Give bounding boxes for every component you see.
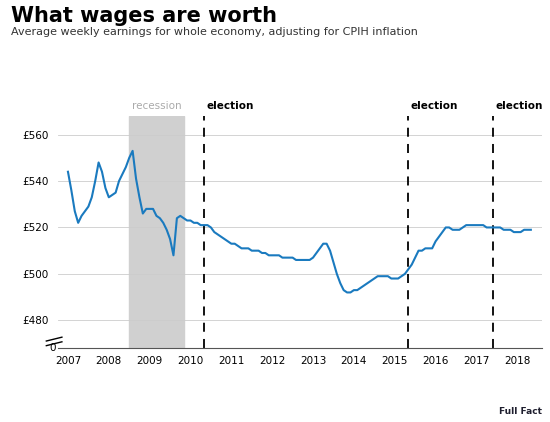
- Text: election: election: [496, 101, 543, 111]
- Text: What wages are worth: What wages are worth: [11, 6, 277, 26]
- Text: election: election: [207, 101, 254, 111]
- Polygon shape: [470, 352, 550, 422]
- Bar: [129, 116, 184, 348]
- Text: Average weekly earnings for whole economy, adjusting for CPIH inflation: Average weekly earnings for whole econom…: [11, 27, 418, 38]
- Text: Full Fact: Full Fact: [499, 407, 542, 417]
- Text: recession: recession: [132, 101, 182, 111]
- Text: election: election: [411, 101, 458, 111]
- Text: ONS average weekly earnings dataset EARN01 and Consumer Price
Inflation time ser: ONS average weekly earnings dataset EARN…: [56, 366, 412, 388]
- Text: 0: 0: [50, 343, 56, 353]
- Text: Source:: Source:: [11, 366, 56, 376]
